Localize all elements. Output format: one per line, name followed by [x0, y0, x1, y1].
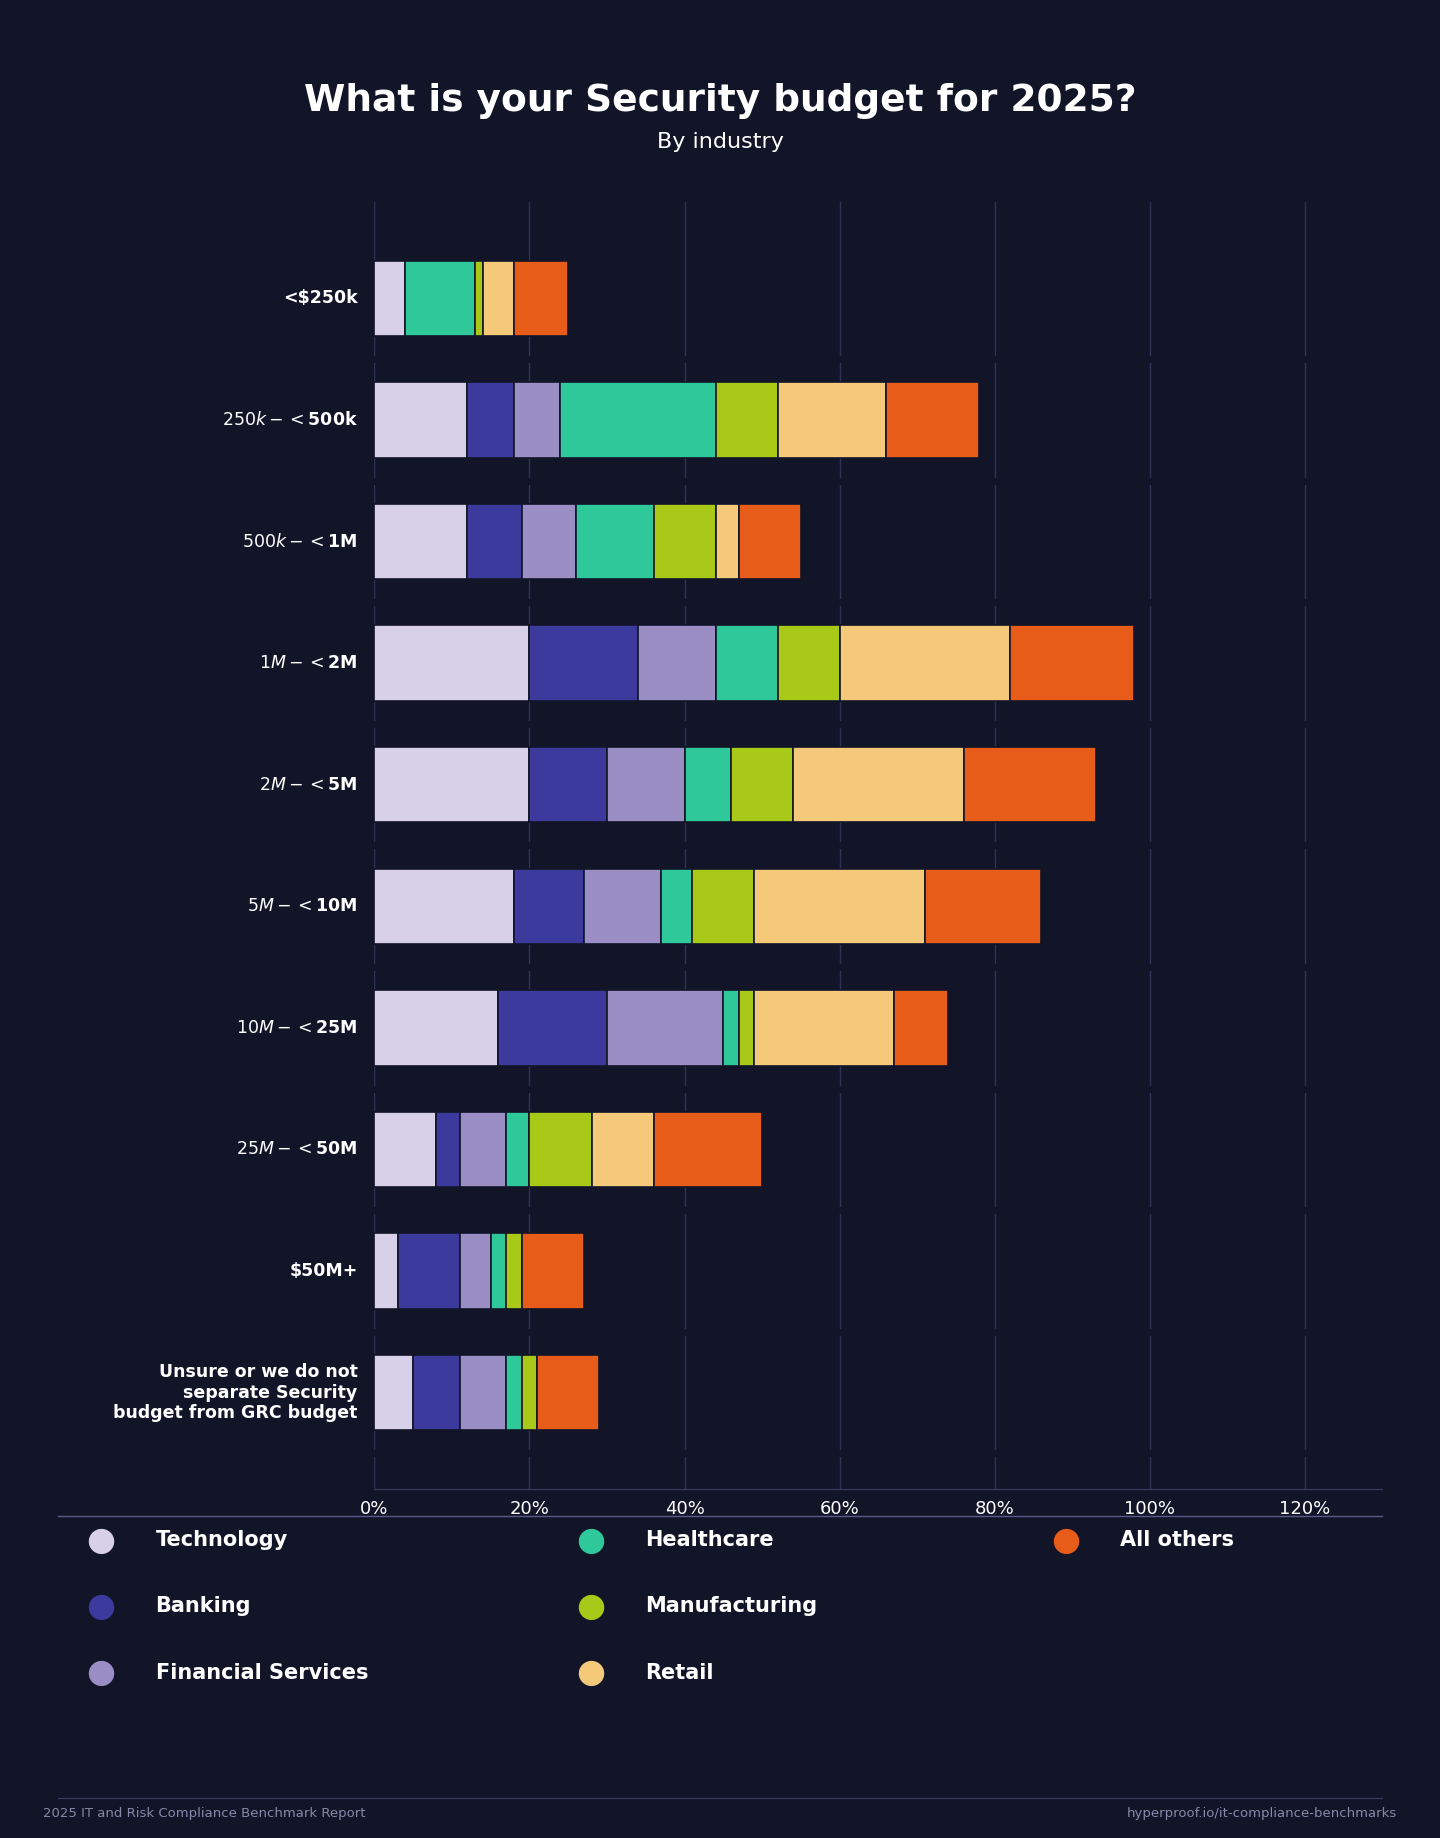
Bar	[583, 869, 661, 945]
Bar	[436, 1112, 459, 1187]
Bar	[475, 261, 482, 336]
Text: All others: All others	[1120, 1531, 1234, 1549]
Bar	[397, 1233, 459, 1309]
Text: ●: ●	[86, 1524, 115, 1557]
Text: Financial Services: Financial Services	[156, 1663, 369, 1682]
Bar	[778, 625, 840, 700]
Text: Technology: Technology	[156, 1531, 288, 1549]
Bar	[716, 504, 739, 579]
Text: Retail: Retail	[645, 1663, 714, 1682]
Bar	[374, 869, 514, 945]
Bar	[894, 991, 948, 1066]
Bar	[482, 261, 514, 336]
Text: ●: ●	[576, 1656, 605, 1689]
Bar	[654, 504, 716, 579]
Bar	[732, 746, 793, 822]
Bar	[840, 625, 1011, 700]
Bar	[739, 991, 755, 1066]
Bar	[406, 261, 475, 336]
Text: 2025 IT and Risk Compliance Benchmark Report: 2025 IT and Risk Compliance Benchmark Re…	[43, 1807, 366, 1820]
Bar	[716, 382, 778, 458]
Bar	[693, 869, 755, 945]
Bar	[608, 746, 684, 822]
Bar	[608, 991, 723, 1066]
Text: Banking: Banking	[156, 1597, 251, 1616]
Bar	[638, 625, 716, 700]
Bar	[374, 1355, 413, 1430]
Text: Manufacturing: Manufacturing	[645, 1597, 818, 1616]
Bar	[459, 1355, 507, 1430]
Bar	[716, 625, 778, 700]
Bar	[468, 504, 521, 579]
Bar	[521, 504, 576, 579]
Bar	[374, 1112, 436, 1187]
Bar	[592, 1112, 654, 1187]
Bar	[684, 746, 732, 822]
Text: ●: ●	[576, 1590, 605, 1623]
Bar	[723, 991, 739, 1066]
Bar	[793, 746, 963, 822]
Bar	[778, 382, 886, 458]
Text: ●: ●	[86, 1590, 115, 1623]
Bar	[374, 746, 530, 822]
Bar	[374, 1233, 397, 1309]
Text: By industry: By industry	[657, 132, 783, 153]
Bar	[374, 504, 468, 579]
Bar	[374, 991, 498, 1066]
Bar	[661, 869, 693, 945]
Bar	[739, 504, 801, 579]
Text: ●: ●	[86, 1656, 115, 1689]
Bar	[886, 382, 979, 458]
Text: hyperproof.io/it-compliance-benchmarks: hyperproof.io/it-compliance-benchmarks	[1126, 1807, 1397, 1820]
Bar	[560, 382, 716, 458]
Bar	[755, 991, 894, 1066]
Bar	[537, 1355, 599, 1430]
Bar	[459, 1233, 491, 1309]
Bar	[514, 382, 560, 458]
Bar	[654, 1112, 762, 1187]
Bar	[530, 746, 608, 822]
Bar	[413, 1355, 459, 1430]
Bar	[468, 382, 514, 458]
Bar	[459, 1112, 507, 1187]
Bar	[521, 1233, 583, 1309]
Bar	[924, 869, 1041, 945]
Bar	[1011, 625, 1135, 700]
Text: ●: ●	[1051, 1524, 1080, 1557]
Bar	[491, 1233, 507, 1309]
Bar	[963, 746, 1096, 822]
Text: Healthcare: Healthcare	[645, 1531, 773, 1549]
Bar	[374, 261, 406, 336]
Bar	[514, 261, 569, 336]
Bar	[530, 1112, 592, 1187]
Bar	[576, 504, 654, 579]
Bar	[507, 1112, 530, 1187]
Bar	[530, 625, 638, 700]
Text: ●: ●	[576, 1524, 605, 1557]
Text: What is your Security budget for 2025?: What is your Security budget for 2025?	[304, 83, 1136, 119]
Bar	[374, 625, 530, 700]
Bar	[514, 869, 583, 945]
Bar	[498, 991, 608, 1066]
Bar	[521, 1355, 537, 1430]
Bar	[507, 1233, 521, 1309]
Bar	[755, 869, 924, 945]
Bar	[507, 1355, 521, 1430]
Bar	[374, 382, 468, 458]
